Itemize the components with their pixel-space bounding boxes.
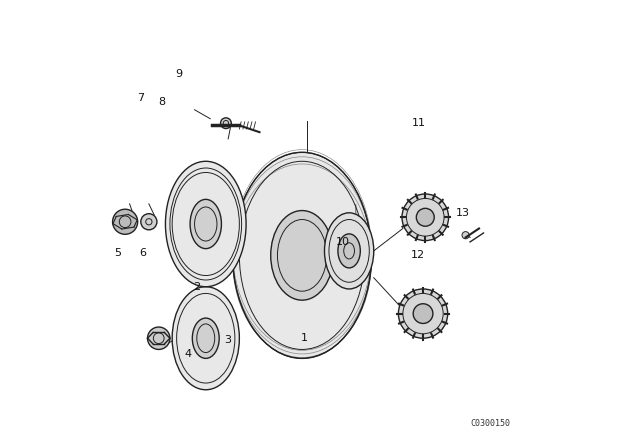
Ellipse shape <box>324 213 374 289</box>
Text: 8: 8 <box>159 97 166 107</box>
Circle shape <box>398 289 448 338</box>
Text: 7: 7 <box>137 93 145 103</box>
Text: 2: 2 <box>193 282 200 292</box>
Text: 4: 4 <box>184 349 191 359</box>
Text: 10: 10 <box>336 237 350 247</box>
Text: 5: 5 <box>114 248 121 258</box>
Text: 13: 13 <box>456 208 470 218</box>
Circle shape <box>462 232 469 239</box>
Circle shape <box>413 304 433 323</box>
Circle shape <box>141 214 157 230</box>
Ellipse shape <box>192 318 219 358</box>
Circle shape <box>221 118 231 129</box>
Circle shape <box>113 209 138 234</box>
Text: 12: 12 <box>411 250 425 260</box>
Ellipse shape <box>172 287 239 390</box>
Text: 9: 9 <box>175 69 182 79</box>
Ellipse shape <box>271 211 333 300</box>
Text: 11: 11 <box>412 118 426 128</box>
Circle shape <box>402 194 449 241</box>
Text: 3: 3 <box>225 336 232 345</box>
Circle shape <box>417 208 435 226</box>
Ellipse shape <box>338 234 360 268</box>
Text: C0300150: C0300150 <box>470 419 510 428</box>
Ellipse shape <box>190 199 221 249</box>
Ellipse shape <box>165 161 246 287</box>
Circle shape <box>148 327 170 349</box>
Text: 1: 1 <box>301 333 308 343</box>
Text: 6: 6 <box>140 248 147 258</box>
Ellipse shape <box>233 152 372 358</box>
